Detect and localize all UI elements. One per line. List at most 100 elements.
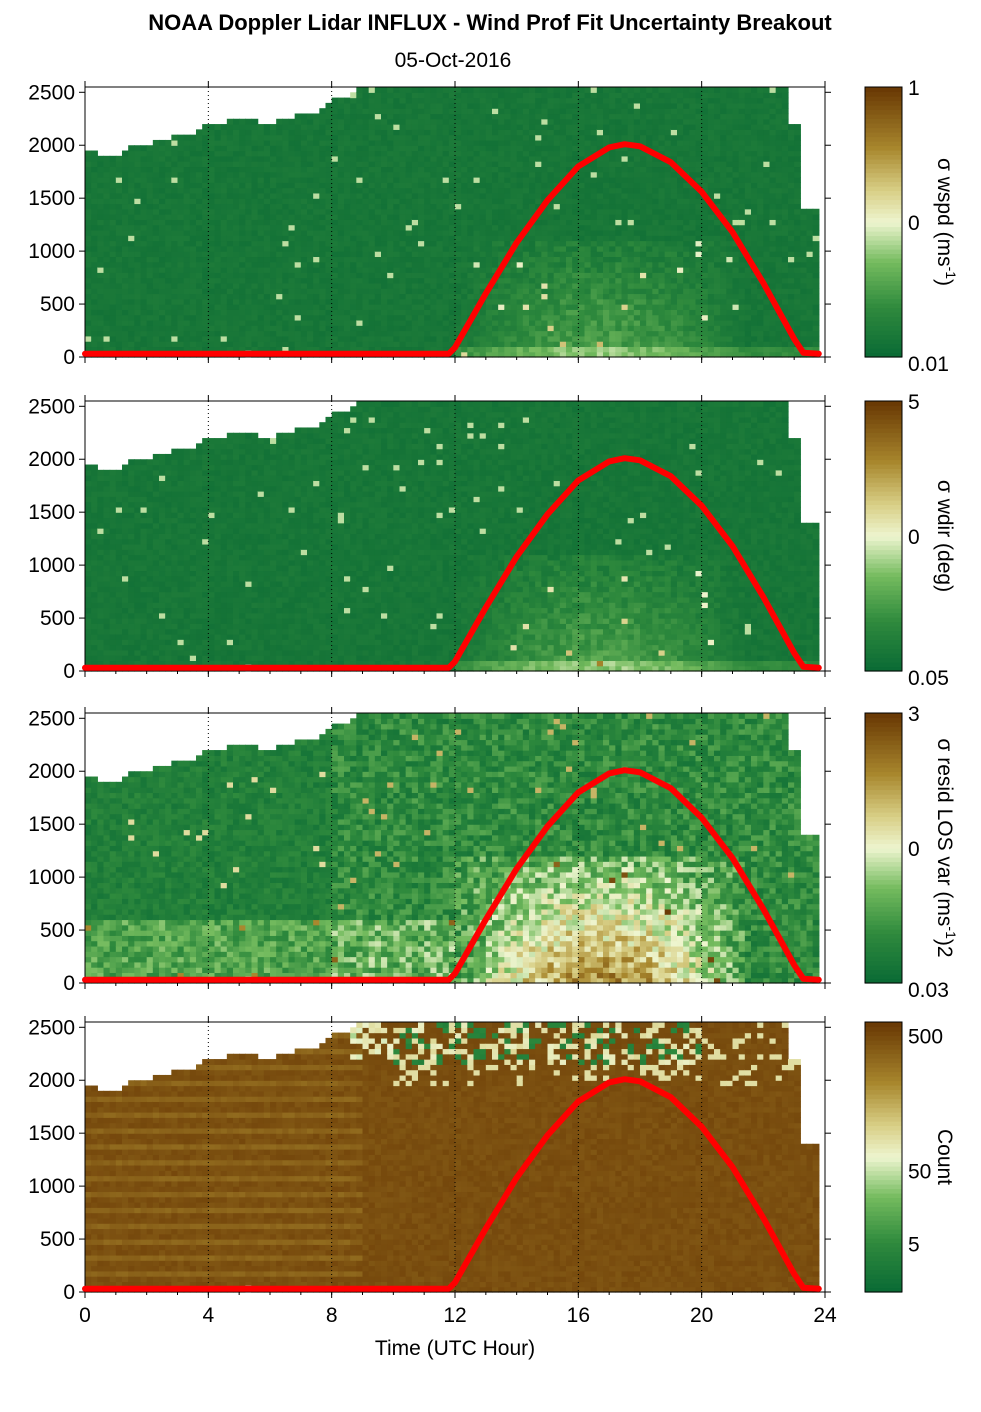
- heatmap-cell: [215, 304, 222, 310]
- heatmap-cell: [578, 299, 585, 305]
- heatmap-cell: [504, 188, 511, 194]
- heatmap-cell: [141, 235, 148, 241]
- heatmap-cell: [412, 288, 419, 294]
- heatmap-cell: [578, 272, 585, 278]
- heatmap-cell: [264, 256, 271, 262]
- heatmap-cell: [628, 172, 635, 178]
- heatmap-cell: [338, 203, 345, 209]
- heatmap-cell: [529, 98, 536, 104]
- heatmap-cell: [511, 182, 518, 188]
- heatmap-cell: [443, 309, 450, 315]
- heatmap-cell: [227, 172, 234, 178]
- heatmap-cell: [511, 172, 518, 178]
- heatmap-cell: [128, 267, 135, 273]
- heatmap-cell: [461, 267, 468, 273]
- heatmap-cell: [535, 304, 542, 310]
- heatmap-cell: [97, 188, 104, 194]
- heatmap-cell: [233, 272, 240, 278]
- heatmap-cell: [634, 341, 641, 347]
- heatmap-cell: [622, 129, 629, 135]
- heatmap-cell: [252, 246, 259, 252]
- heatmap-cell: [301, 145, 308, 151]
- heatmap-cell: [720, 113, 727, 119]
- heatmap-cell: [128, 309, 135, 315]
- heatmap-cell: [511, 177, 518, 183]
- heatmap-cell: [541, 246, 548, 252]
- heatmap-cell: [381, 177, 388, 183]
- heatmap-cell: [418, 288, 425, 294]
- heatmap-cell: [541, 299, 548, 305]
- heatmap-cell: [350, 299, 357, 305]
- heatmap-cell: [554, 320, 561, 326]
- heatmap-cell: [622, 320, 629, 326]
- heatmap-cell: [529, 182, 536, 188]
- heatmap-cell: [227, 320, 234, 326]
- heatmap-cell: [375, 225, 382, 231]
- heatmap-cell: [424, 214, 431, 220]
- heatmap-cell: [424, 182, 431, 188]
- heatmap-cell: [504, 293, 511, 299]
- heatmap-cell: [640, 293, 647, 299]
- heatmap-cell: [603, 325, 610, 331]
- heatmap-cell: [541, 113, 548, 119]
- heatmap-cell: [97, 235, 104, 241]
- heatmap-cell: [696, 113, 703, 119]
- heatmap-cell: [443, 315, 450, 321]
- heatmap-cell: [498, 124, 505, 130]
- heatmap-cell: [671, 235, 678, 241]
- heatmap-cell: [233, 309, 240, 315]
- heatmap-cell: [282, 278, 289, 284]
- heatmap-cell: [671, 135, 678, 141]
- heatmap-cell: [560, 119, 567, 125]
- heatmap-cell: [430, 241, 437, 247]
- heatmap-cell: [603, 166, 610, 172]
- heatmap-cell: [640, 198, 647, 204]
- heatmap-cell: [720, 145, 727, 151]
- heatmap-cell: [554, 225, 561, 231]
- heatmap-cell: [134, 172, 141, 178]
- heatmap-cell: [178, 267, 185, 273]
- heatmap-cell: [474, 129, 481, 135]
- heatmap-cell: [239, 219, 246, 225]
- heatmap-cell: [430, 87, 437, 93]
- heatmap-cell: [295, 256, 302, 262]
- heatmap-cell: [122, 177, 129, 183]
- heatmap-cell: [541, 108, 548, 114]
- heatmap-cell: [714, 87, 721, 93]
- heatmap-cell: [393, 251, 400, 257]
- heatmap-cell: [326, 230, 333, 236]
- heatmap-cell: [381, 140, 388, 146]
- heatmap-cell: [282, 235, 289, 241]
- heatmap-cell: [480, 272, 487, 278]
- heatmap-cell: [492, 198, 499, 204]
- heatmap-cell: [702, 341, 709, 347]
- heatmap-cell: [597, 246, 604, 252]
- heatmap-cell: [646, 182, 653, 188]
- heatmap-cell: [474, 325, 481, 331]
- heatmap-cell: [313, 172, 320, 178]
- heatmap-cell: [350, 113, 357, 119]
- heatmap-cell: [504, 288, 511, 294]
- heatmap-cell: [609, 151, 616, 157]
- heatmap-cell: [338, 225, 345, 231]
- heatmap-cell: [307, 309, 314, 315]
- heatmap-cell: [585, 230, 592, 236]
- heatmap-cell: [301, 315, 308, 321]
- heatmap-cell: [122, 203, 129, 209]
- heatmap-cell: [646, 193, 653, 199]
- heatmap-cell: [622, 293, 629, 299]
- heatmap-cell: [153, 262, 160, 268]
- heatmap-cell: [412, 331, 419, 337]
- heatmap-cell: [646, 251, 653, 257]
- heatmap-cell: [233, 182, 240, 188]
- heatmap-cell: [159, 177, 166, 183]
- heatmap-cell: [282, 315, 289, 321]
- heatmap-cell: [307, 336, 314, 342]
- heatmap-cell: [517, 288, 524, 294]
- heatmap-cell: [720, 166, 727, 172]
- heatmap-cell: [498, 103, 505, 109]
- heatmap-cell: [474, 156, 481, 162]
- heatmap-cell: [282, 203, 289, 209]
- heatmap-cell: [122, 288, 129, 294]
- heatmap-cell: [245, 177, 252, 183]
